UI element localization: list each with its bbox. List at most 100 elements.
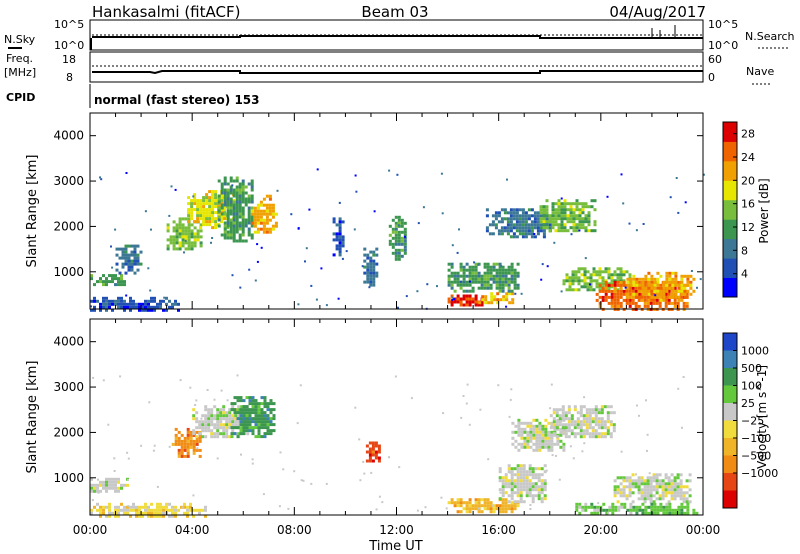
data-cell [637, 304, 641, 308]
data-cell [534, 476, 538, 480]
data-cell [371, 450, 375, 454]
data-cell [525, 470, 529, 474]
data-cell [251, 417, 255, 421]
data-cell [680, 292, 684, 296]
data-cell [516, 262, 520, 266]
data-cell [680, 283, 684, 287]
data-cell [124, 250, 128, 254]
data-cell [93, 308, 96, 312]
data-cell [111, 308, 114, 312]
data-cell [554, 223, 558, 227]
data-cell [174, 442, 178, 446]
scatter-point [396, 173, 399, 176]
colorbar-tick-label: −1000 [741, 467, 778, 480]
data-cell [490, 292, 494, 296]
data-cell [594, 408, 598, 412]
data-cell [254, 405, 258, 409]
data-cell [665, 274, 669, 278]
data-cell [604, 267, 608, 271]
data-cell [594, 417, 598, 421]
data-cell [190, 229, 194, 233]
data-cell [685, 497, 689, 501]
data-cell [652, 479, 656, 483]
data-cell [93, 305, 96, 309]
data-cell [668, 277, 672, 281]
data-cell [653, 286, 657, 290]
data-cell [538, 442, 542, 446]
data-cell [509, 211, 513, 215]
data-cell [260, 402, 264, 406]
data-cell [205, 211, 209, 215]
data-cell [250, 221, 254, 225]
data-cell [133, 271, 137, 275]
data-cell [622, 279, 626, 283]
data-cell [547, 436, 551, 440]
scatter-point [168, 445, 171, 448]
data-cell [679, 485, 683, 489]
data-cell [184, 235, 188, 239]
data-cell [622, 491, 626, 495]
data-cell [536, 232, 540, 236]
scatter-point [297, 227, 300, 230]
data-cell [644, 286, 648, 290]
data-cell [474, 498, 478, 502]
data-cell [667, 301, 671, 305]
data-cell [612, 426, 616, 430]
data-cell [247, 215, 251, 219]
scatter-point [290, 213, 293, 216]
data-cell [589, 276, 593, 280]
data-cell [628, 273, 632, 277]
data-cell [616, 280, 620, 284]
data-cell [575, 505, 579, 509]
data-cell [368, 441, 372, 445]
data-cell [238, 191, 242, 195]
scatter-point [149, 289, 152, 292]
data-cell [459, 510, 463, 514]
data-cell [177, 448, 181, 452]
data-cell [665, 277, 669, 281]
data-cell [524, 226, 528, 230]
data-cell [692, 508, 696, 512]
data-cell [641, 289, 645, 293]
data-cell [539, 223, 543, 227]
data-cell [477, 286, 481, 290]
scatter-point [179, 379, 182, 382]
data-cell [501, 476, 505, 480]
data-cell [235, 188, 239, 192]
data-cell [338, 241, 342, 245]
data-cell [659, 274, 663, 278]
data-cell [214, 223, 218, 227]
data-cell [520, 427, 524, 431]
data-cell [539, 220, 543, 224]
data-cell [512, 226, 516, 230]
data-cell [534, 467, 538, 471]
data-cell [150, 305, 153, 309]
data-cell [510, 470, 514, 474]
data-cell [533, 220, 537, 224]
data-cell [108, 511, 111, 515]
data-cell [474, 507, 478, 511]
data-cell [551, 205, 555, 209]
data-cell [196, 199, 200, 203]
data-cell [578, 217, 582, 221]
data-cell [597, 408, 601, 412]
data-cell [130, 268, 134, 272]
data-cell [213, 435, 217, 439]
data-cell [156, 302, 159, 306]
scatter-point [210, 241, 212, 244]
data-cell [168, 305, 171, 309]
data-cell [501, 501, 505, 505]
data-cell [643, 292, 647, 296]
data-cell [453, 297, 457, 301]
data-cell [96, 486, 99, 490]
data-cell [600, 417, 604, 421]
data-cell [265, 221, 269, 225]
data-cell [650, 502, 654, 506]
data-cell [242, 414, 246, 418]
scatter-point [278, 505, 281, 508]
data-cell [462, 265, 466, 269]
data-cell [504, 277, 508, 281]
data-cell [374, 453, 378, 457]
data-cell [244, 197, 248, 201]
data-cell [211, 199, 215, 203]
